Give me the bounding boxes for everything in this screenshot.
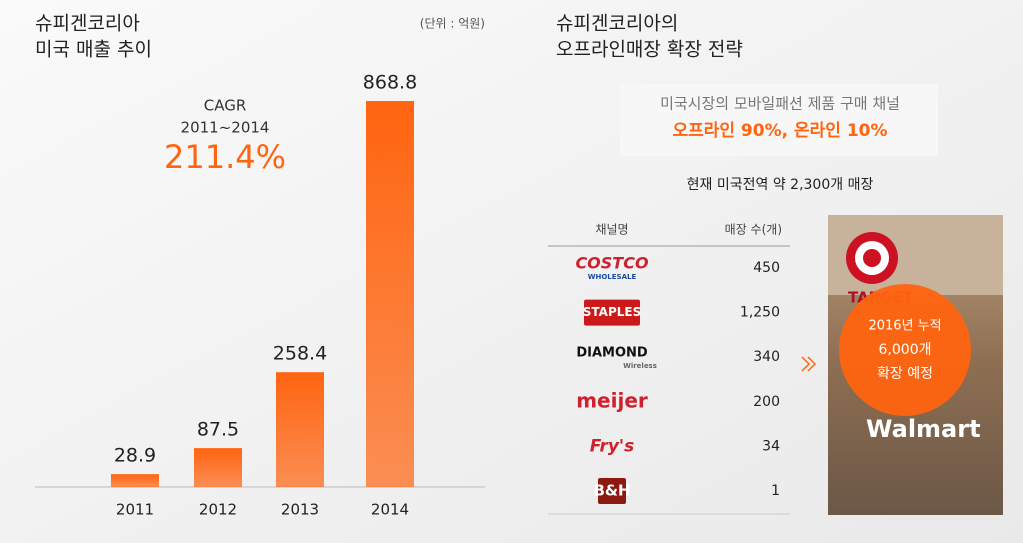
- annotation: CAGR: [204, 97, 247, 115]
- highlight-text: 미국시장의 모바일패션 제품 구매 채널: [660, 95, 900, 113]
- channel-logo: B&H: [593, 482, 630, 500]
- bar: [194, 448, 242, 487]
- callout-text: 6,000개: [879, 342, 932, 358]
- x-tick-label: 2014: [371, 501, 409, 519]
- logo-box: [584, 299, 640, 326]
- chart-title: 슈피겐코리아: [35, 13, 140, 35]
- arrow: [807, 356, 817, 372]
- arrow: [801, 356, 811, 372]
- x-tick-label: 2011: [116, 501, 154, 519]
- callout-text: 확장 예정: [877, 366, 933, 382]
- channel-logo: COSTCO: [575, 254, 649, 273]
- photo-sign: Walmart: [866, 415, 981, 443]
- table-header: 매장 수(개): [725, 223, 782, 237]
- channel-logo: Wireless: [623, 362, 657, 370]
- target-logo: [863, 249, 881, 267]
- x-tick-label: 2013: [281, 501, 319, 519]
- store-count: 34: [762, 438, 780, 454]
- section-title: 오프라인매장 확장 전략: [556, 39, 743, 61]
- subtitle: 현재 미국전역 약 2,300개 매장: [687, 177, 874, 193]
- table-header: 채널명: [595, 223, 628, 237]
- highlight-text: 오프라인 90%, 온라인 10%: [672, 121, 887, 141]
- store-count: 340: [753, 349, 780, 365]
- channel-logo: WHOLESALE: [588, 273, 637, 281]
- x-tick-label: 2012: [199, 501, 237, 519]
- store-count: 1: [771, 483, 780, 499]
- value-label: 868.8: [363, 72, 417, 94]
- store-count: 450: [753, 260, 780, 276]
- bar: [111, 474, 159, 487]
- value-label: 87.5: [197, 419, 239, 441]
- store-count: 200: [753, 394, 780, 410]
- channel-logo: meijer: [576, 388, 648, 412]
- channel-logo: Fry's: [590, 436, 635, 456]
- unit-note: (단위 : 억원): [420, 17, 485, 31]
- annotation: 2011~2014: [181, 119, 270, 137]
- bar: [366, 101, 414, 487]
- annotation: 211.4%: [164, 138, 286, 176]
- channel-logo: DIAMOND: [576, 346, 648, 361]
- value-label: 28.9: [114, 445, 156, 467]
- channel-logo: STAPLES: [583, 305, 641, 319]
- logo-box: [598, 478, 626, 504]
- store-count: 1,250: [740, 305, 780, 321]
- chart-title: 미국 매출 추이: [35, 39, 152, 61]
- highlight-box: [620, 84, 938, 156]
- value-label: 258.4: [273, 343, 327, 365]
- callout-text: 2016년 누적: [868, 319, 941, 334]
- callout-circle: [839, 284, 971, 416]
- bar: [276, 372, 324, 487]
- section-title: 슈피겐코리아의: [556, 13, 678, 35]
